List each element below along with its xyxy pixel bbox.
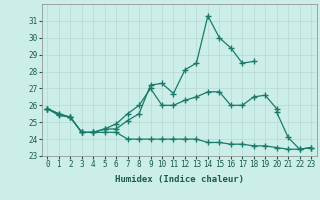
X-axis label: Humidex (Indice chaleur): Humidex (Indice chaleur) — [115, 175, 244, 184]
